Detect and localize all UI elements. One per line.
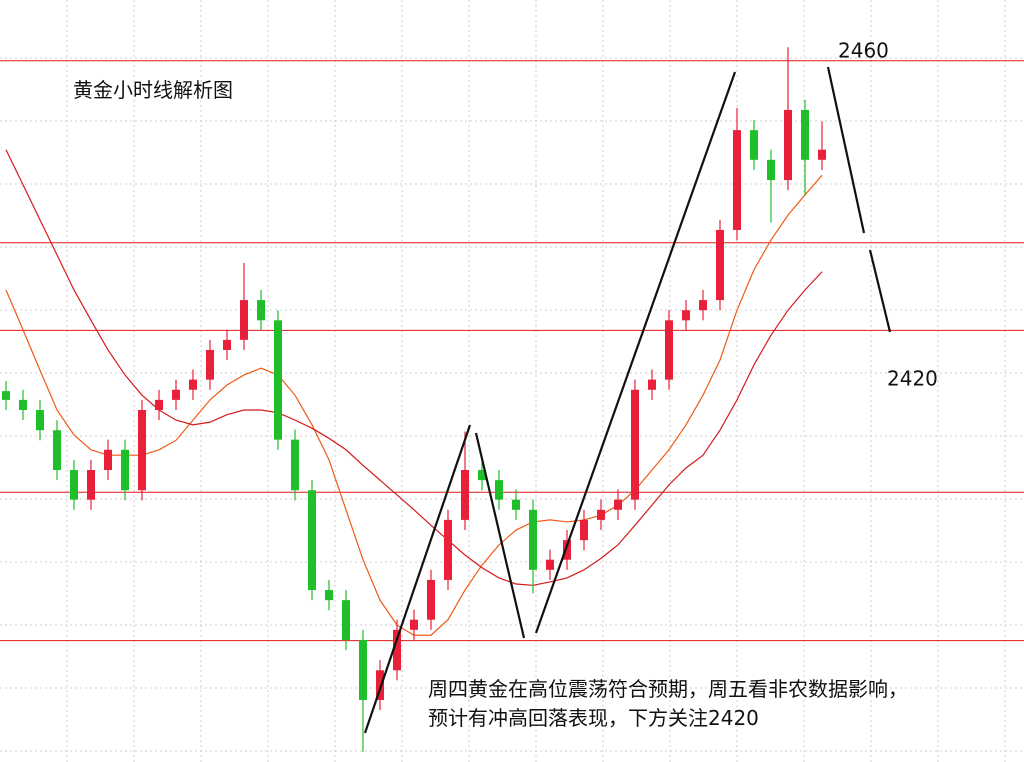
candles (2, 47, 826, 752)
candle-body (393, 629, 401, 671)
trend-line (363, 424, 472, 734)
candle-body (733, 130, 741, 230)
chart-title: 黄金小时线解析图 (73, 78, 233, 102)
candle-body (2, 391, 10, 400)
candle-body (546, 559, 554, 570)
candle-body (512, 499, 520, 510)
candle-body (206, 349, 214, 380)
note-line: 周四黄金在高位震荡符合预期，周五看非农数据影响， (428, 677, 908, 701)
moving-average (5, 174, 823, 636)
candle-body (223, 339, 231, 350)
candle-body (665, 320, 673, 380)
candle-body (189, 379, 197, 390)
candle-body (410, 619, 418, 630)
candle-body (682, 310, 690, 321)
candle-body (376, 670, 384, 700)
level-label: 2420 (887, 366, 938, 390)
moving-averages (5, 149, 823, 636)
trend-line (826, 66, 866, 234)
candle-body (648, 379, 656, 390)
candle-body (750, 130, 758, 160)
candle-body (87, 470, 95, 500)
candle-body (104, 449, 112, 471)
candle-body (631, 389, 639, 500)
candle-body (801, 109, 809, 160)
candle-body (172, 389, 180, 400)
candle-body (784, 109, 792, 181)
candle-body (461, 470, 469, 520)
candle-body (699, 300, 707, 311)
candle-body (529, 509, 537, 570)
candle-body (427, 579, 435, 620)
candle-body (257, 300, 265, 321)
candle-body (36, 409, 44, 431)
candle-body (291, 439, 299, 491)
levels (0, 60, 1024, 642)
trend-line (534, 71, 737, 634)
moving-average (5, 149, 823, 586)
candle-body (614, 499, 622, 510)
candle-body (274, 320, 282, 440)
candle-body (240, 300, 248, 340)
candle-body (818, 149, 826, 160)
level-label: 2460 (838, 39, 889, 63)
candle-body (478, 470, 486, 481)
candle-body (597, 509, 605, 520)
candle-body (19, 399, 27, 410)
candle-body (359, 639, 367, 700)
candle-body (121, 449, 129, 491)
candle-body (325, 590, 333, 601)
note-line: 预计有冲高回落表现，下方关注2420 (428, 706, 759, 730)
candle-body (155, 399, 163, 410)
candle-body (308, 490, 316, 591)
candle-body (563, 540, 571, 560)
candle-body (53, 430, 61, 471)
candle-body (342, 600, 350, 640)
candle-body (580, 519, 588, 541)
candle-body (444, 519, 452, 580)
candle-body (767, 159, 775, 181)
candle-body (495, 480, 503, 500)
candle-body (70, 470, 78, 500)
trend-line (474, 432, 526, 639)
trend-line (868, 249, 892, 333)
candle-body (716, 229, 724, 301)
trend-lines (363, 66, 892, 734)
candle-body (138, 409, 146, 491)
